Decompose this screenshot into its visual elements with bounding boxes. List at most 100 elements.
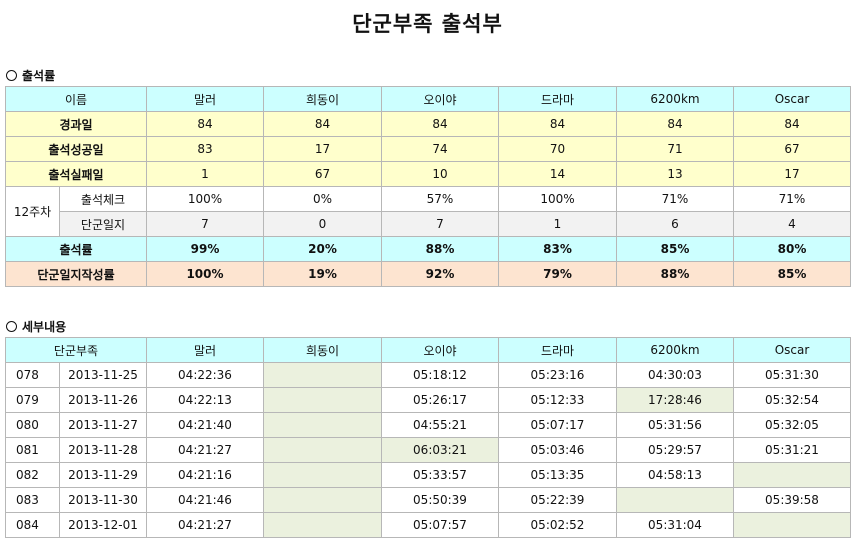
time-cell: 05:07:57 <box>381 512 499 538</box>
time-cell: 05:03:46 <box>498 437 617 463</box>
check-cell: 100% <box>146 186 264 212</box>
time-cell <box>733 512 851 538</box>
tribe-header: 단군부족 <box>5 337 147 363</box>
journal-rate-cell: 92% <box>381 261 499 287</box>
check-cell: 57% <box>381 186 499 212</box>
fail-cell: 1 <box>146 161 264 187</box>
time-cell: 05:31:21 <box>733 437 851 463</box>
table-row: 079 2013-11-26 04:22:13 05:26:17 05:12:33 17:… <box>5 387 851 413</box>
time-cell: 05:02:52 <box>498 512 617 538</box>
elapsed-cell: 84 <box>263 111 382 137</box>
journal-rate-cell: 19% <box>263 261 382 287</box>
day-cell: 079 <box>5 387 60 413</box>
circle-icon <box>6 321 17 332</box>
time-cell <box>263 487 382 513</box>
member-header: 드라마 <box>498 337 617 363</box>
time-cell: 04:58:13 <box>616 462 734 488</box>
journal-rate-cell: 85% <box>733 261 851 287</box>
rate-cell: 99% <box>146 236 264 262</box>
journal-week-cell: 7 <box>381 211 499 237</box>
fail-cell: 67 <box>263 161 382 187</box>
table-row: 084 2013-12-01 04:21:27 05:07:57 05:02:52 05:… <box>5 512 851 538</box>
success-cell: 71 <box>616 136 734 162</box>
fail-cell: 14 <box>498 161 617 187</box>
time-cell: 05:12:33 <box>498 387 617 413</box>
member-header: 오이야 <box>381 337 499 363</box>
name-header: 이름 <box>5 86 147 112</box>
rate-cell: 80% <box>733 236 851 262</box>
attendance-table: 이름 말러 희동이 오이야 드라마 6200km Oscar 경과일 84 84… <box>5 86 851 287</box>
time-cell <box>616 487 734 513</box>
date-cell: 2013-11-28 <box>59 437 147 463</box>
date-cell: 2013-11-27 <box>59 412 147 438</box>
time-cell: 05:13:35 <box>498 462 617 488</box>
detail-table: 단군부족 말러 희동이 오이야 드라마 6200km Oscar 078 2013… <box>5 337 851 538</box>
check-row: 12주차 출석체크 100% 0% 57% 100% 71% 71% <box>5 186 851 237</box>
time-cell: 05:22:39 <box>498 487 617 513</box>
success-row: 출석성공일 83 17 74 70 71 67 <box>5 136 851 162</box>
time-cell: 05:23:16 <box>498 362 617 388</box>
success-cell: 83 <box>146 136 264 162</box>
table-row: 080 2013-11-27 04:21:40 04:55:21 05:07:17 05:… <box>5 412 851 438</box>
fail-cell: 13 <box>616 161 734 187</box>
time-cell: 05:31:04 <box>616 512 734 538</box>
time-cell: 04:21:27 <box>146 512 264 538</box>
check-cell: 71% <box>733 186 851 212</box>
time-cell: 04:21:46 <box>146 487 264 513</box>
journal-week-cell: 0 <box>263 211 382 237</box>
elapsed-cell: 84 <box>381 111 499 137</box>
fail-cell: 17 <box>733 161 851 187</box>
time-cell: 05:32:05 <box>733 412 851 438</box>
journal-rate-row: 단군일지작성률 100% 19% 92% 79% 88% 85% <box>5 261 851 287</box>
table-row: 078 2013-11-25 04:22:36 05:18:12 05:23:16 04:… <box>5 362 851 388</box>
date-cell: 2013-11-29 <box>59 462 147 488</box>
success-cell: 67 <box>733 136 851 162</box>
check-cell: 100% <box>498 186 617 212</box>
detail-header-row: 단군부족 말러 희동이 오이야 드라마 6200km Oscar <box>5 337 851 363</box>
time-cell: 04:30:03 <box>616 362 734 388</box>
table-row: 082 2013-11-29 04:21:16 05:33:57 05:13:35 04:… <box>5 462 851 488</box>
attendance-header-row: 이름 말러 희동이 오이야 드라마 6200km Oscar <box>5 86 851 112</box>
rate-cell: 83% <box>498 236 617 262</box>
page-title: 단군부족 출석부 <box>352 12 503 36</box>
date-cell: 2013-11-30 <box>59 487 147 513</box>
fail-label: 출석실패일 <box>5 161 147 187</box>
elapsed-cell: 84 <box>498 111 617 137</box>
detail-body: 078 2013-11-25 04:22:36 05:18:12 05:23:16 04:… <box>5 362 851 538</box>
elapsed-label: 경과일 <box>5 111 147 137</box>
time-cell: 05:26:17 <box>381 387 499 413</box>
time-cell <box>263 412 382 438</box>
time-cell: 04:21:27 <box>146 437 264 463</box>
journal-week-cell: 7 <box>146 211 264 237</box>
success-cell: 17 <box>263 136 382 162</box>
member-header: Oscar <box>733 86 851 112</box>
week-label: 12주차 <box>5 186 60 237</box>
success-cell: 74 <box>381 136 499 162</box>
elapsed-row: 경과일 84 84 84 84 84 84 <box>5 111 851 137</box>
day-cell: 083 <box>5 487 60 513</box>
time-cell: 04:22:13 <box>146 387 264 413</box>
rate-label: 출석률 <box>5 236 147 262</box>
time-cell <box>263 462 382 488</box>
time-cell: 05:32:54 <box>733 387 851 413</box>
member-header: 오이야 <box>381 86 499 112</box>
time-cell: 04:22:36 <box>146 362 264 388</box>
member-header: 말러 <box>146 86 264 112</box>
member-header: 말러 <box>146 337 264 363</box>
day-cell: 081 <box>5 437 60 463</box>
rate-cell: 20% <box>263 236 382 262</box>
circle-icon <box>6 70 17 81</box>
check-cell: 0% <box>263 186 382 212</box>
journal-week-cell: 6 <box>616 211 734 237</box>
journal-rate-label: 단군일지작성률 <box>5 261 147 287</box>
time-cell: 17:28:46 <box>616 387 734 413</box>
day-cell: 084 <box>5 512 60 538</box>
time-cell: 05:07:17 <box>498 412 617 438</box>
time-cell: 04:21:40 <box>146 412 264 438</box>
time-cell: 06:03:21 <box>381 437 499 463</box>
time-cell: 05:31:56 <box>616 412 734 438</box>
member-header: 희동이 <box>263 337 382 363</box>
member-header: 희동이 <box>263 86 382 112</box>
time-cell: 05:33:57 <box>381 462 499 488</box>
time-cell <box>733 462 851 488</box>
